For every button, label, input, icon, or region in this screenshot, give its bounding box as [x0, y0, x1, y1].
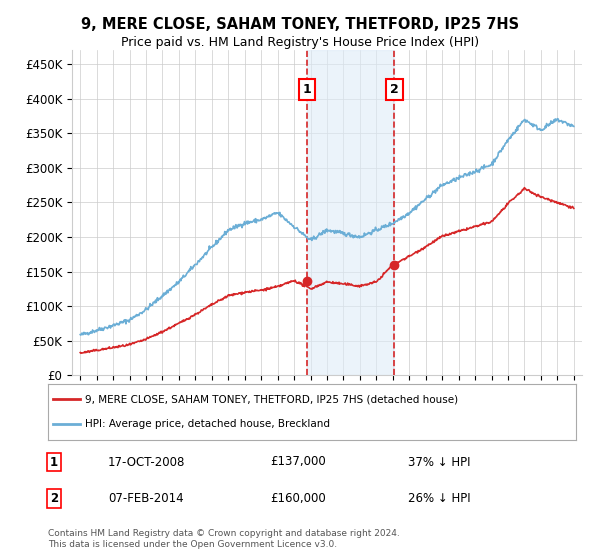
- Bar: [307, 50, 394, 375]
- Text: 17-OCT-2008: 17-OCT-2008: [108, 455, 185, 469]
- Text: 2: 2: [390, 83, 399, 96]
- Text: £160,000: £160,000: [270, 492, 326, 505]
- Text: 07-FEB-2014: 07-FEB-2014: [108, 492, 184, 505]
- Text: 9, MERE CLOSE, SAHAM TONEY, THETFORD, IP25 7HS (detached house): 9, MERE CLOSE, SAHAM TONEY, THETFORD, IP…: [85, 394, 458, 404]
- Text: 1: 1: [303, 83, 311, 96]
- Text: Contains HM Land Registry data © Crown copyright and database right 2024.
This d: Contains HM Land Registry data © Crown c…: [48, 529, 400, 549]
- Text: 9, MERE CLOSE, SAHAM TONEY, THETFORD, IP25 7HS: 9, MERE CLOSE, SAHAM TONEY, THETFORD, IP…: [81, 17, 519, 32]
- Text: 1: 1: [50, 455, 58, 469]
- Text: HPI: Average price, detached house, Breckland: HPI: Average price, detached house, Brec…: [85, 419, 330, 429]
- Text: 26% ↓ HPI: 26% ↓ HPI: [408, 492, 470, 505]
- Text: Price paid vs. HM Land Registry's House Price Index (HPI): Price paid vs. HM Land Registry's House …: [121, 36, 479, 49]
- Text: £137,000: £137,000: [270, 455, 326, 469]
- Text: 37% ↓ HPI: 37% ↓ HPI: [408, 455, 470, 469]
- Text: 2: 2: [50, 492, 58, 505]
